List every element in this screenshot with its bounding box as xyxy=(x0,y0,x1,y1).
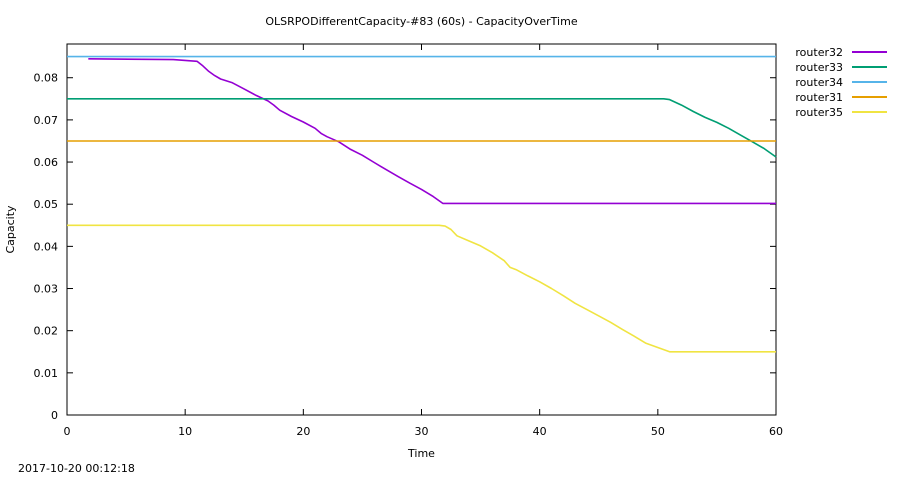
y-tick-label: 0.02 xyxy=(34,325,59,338)
y-tick-label: 0.01 xyxy=(34,367,59,380)
y-tick-label: 0.04 xyxy=(34,240,59,253)
y-tick-label: 0.07 xyxy=(34,114,59,127)
legend-label-router31: router31 xyxy=(795,91,843,104)
timestamp-label: 2017-10-20 00:12:18 xyxy=(18,462,135,475)
legend-label-router32: router32 xyxy=(795,46,843,59)
x-tick-label: 60 xyxy=(769,425,783,438)
y-tick-label: 0.06 xyxy=(34,156,59,169)
legend-label-router33: router33 xyxy=(795,61,843,74)
x-tick-label: 10 xyxy=(178,425,192,438)
series-line-router35 xyxy=(67,224,776,353)
x-axis-label: Time xyxy=(407,447,435,460)
series-line-router33 xyxy=(67,98,777,158)
y-tick-label: 0 xyxy=(51,409,58,422)
x-tick-label: 20 xyxy=(296,425,310,438)
chart-title: OLSRPODifferentCapacity-#83 (60s) - Capa… xyxy=(265,15,577,28)
y-tick-label: 0.08 xyxy=(34,72,59,85)
x-tick-label: 40 xyxy=(533,425,547,438)
y-tick-label: 0.03 xyxy=(34,283,59,296)
x-tick-label: 50 xyxy=(651,425,665,438)
y-axis-label: Capacity xyxy=(4,205,17,254)
series-line-router32 xyxy=(88,58,776,205)
legend-label-router34: router34 xyxy=(795,76,843,89)
y-tick-label: 0.05 xyxy=(34,198,59,211)
x-tick-label: 30 xyxy=(415,425,429,438)
x-tick-label: 0 xyxy=(64,425,71,438)
legend-label-router35: router35 xyxy=(795,106,843,119)
